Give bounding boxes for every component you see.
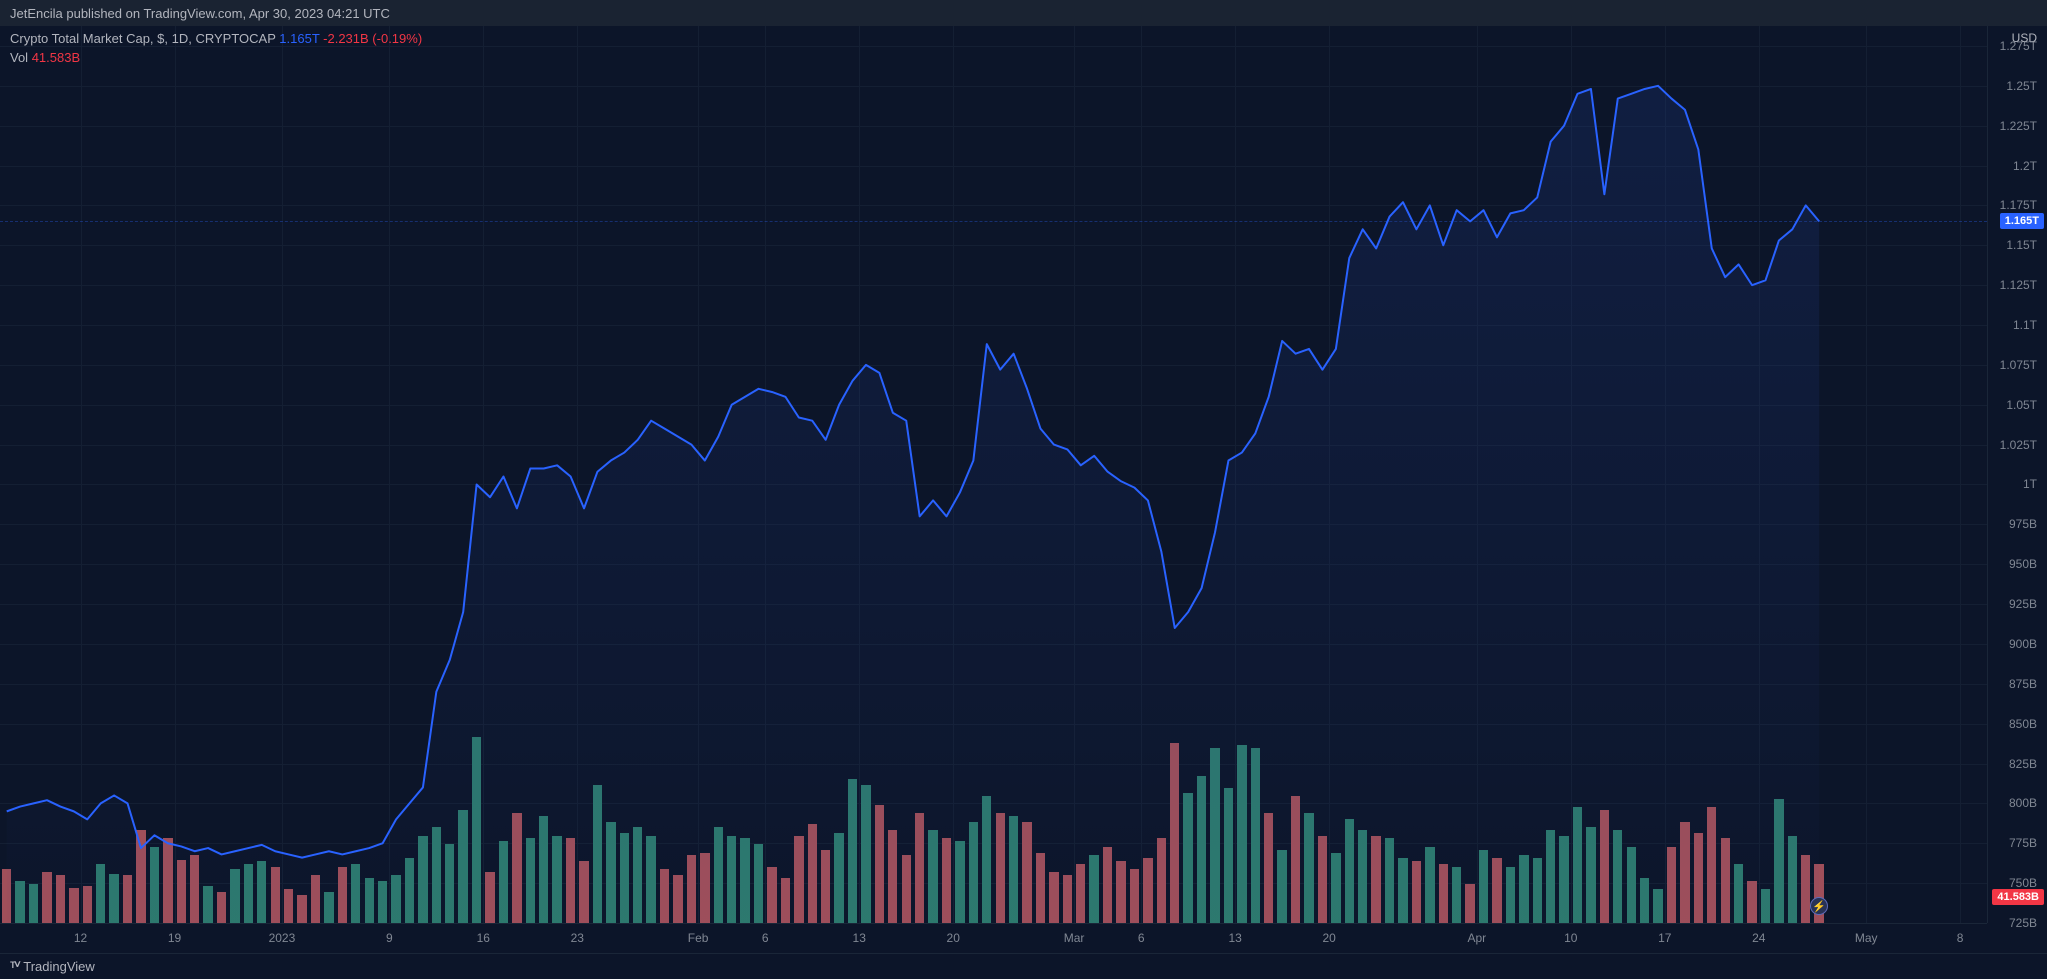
- x-tick-label: 6: [1138, 931, 1145, 945]
- y-tick-label: 1.175T: [2000, 198, 2037, 212]
- y-tick-label: 975B: [2009, 517, 2037, 531]
- y-tick-label: 1.125T: [2000, 278, 2037, 292]
- x-tick-label: 16: [477, 931, 490, 945]
- price-axis[interactable]: USD 1.275T1.25T1.225T1.2T1.175T1.15T1.12…: [1987, 26, 2047, 923]
- plot-area[interactable]: ⚡: [0, 26, 1987, 923]
- volume-legend[interactable]: Vol 41.583B: [10, 50, 80, 65]
- x-tick-label: 10: [1564, 931, 1577, 945]
- x-tick-label: 24: [1752, 931, 1765, 945]
- x-tick-label: May: [1855, 931, 1878, 945]
- y-tick-label: 875B: [2009, 677, 2037, 691]
- x-tick-label: 20: [1322, 931, 1335, 945]
- time-axis[interactable]: 12 19 2023 9 16 23 Feb 6 13 20 Mar 6 13 20 Apr 10 17 24 Ma…: [0, 923, 1987, 953]
- y-tick-label: 800B: [2009, 796, 2037, 810]
- symbol-name: Crypto Total Market Cap, $, 1D, CRYPTOCA…: [10, 31, 276, 46]
- x-tick-label: 6: [762, 931, 769, 945]
- y-tick-label: 1.225T: [2000, 119, 2037, 133]
- y-tick-label: 1.1T: [2013, 318, 2037, 332]
- y-tick-label: 1.2T: [2013, 159, 2037, 173]
- chart-region: Crypto Total Market Cap, $, 1D, CRYPTOCA…: [0, 26, 2047, 953]
- x-tick-label: 2023: [269, 931, 296, 945]
- y-tick-label: 850B: [2009, 717, 2037, 731]
- x-tick-label: 20: [947, 931, 960, 945]
- x-tick-label: 23: [571, 931, 584, 945]
- x-tick-label: 8: [1957, 931, 1964, 945]
- y-tick-label: 825B: [2009, 757, 2037, 771]
- y-tick-label: 900B: [2009, 637, 2037, 651]
- y-tick-label: 1.025T: [2000, 438, 2037, 452]
- publish-text: JetEncila published on TradingView.com, …: [10, 6, 390, 21]
- volume-text: Vol: [10, 50, 28, 65]
- x-tick-label: 13: [853, 931, 866, 945]
- x-tick-label: Apr: [1467, 931, 1486, 945]
- publish-header: JetEncila published on TradingView.com, …: [0, 0, 2047, 26]
- y-tick-label: 950B: [2009, 557, 2037, 571]
- x-tick-label: 19: [168, 931, 181, 945]
- y-tick-label: 1.15T: [2006, 238, 2037, 252]
- x-tick-label: 13: [1228, 931, 1241, 945]
- volume-value: 41.583B: [32, 50, 80, 65]
- y-tick-label: 1.275T: [2000, 39, 2037, 53]
- tradingview-logo-text[interactable]: TradingView: [23, 959, 95, 974]
- x-tick-label: 17: [1658, 931, 1671, 945]
- x-tick-label: Mar: [1064, 931, 1085, 945]
- footer: ᵀⱽ TradingView: [0, 953, 2047, 979]
- price-line-svg: [0, 26, 1987, 923]
- x-tick-label: 12: [74, 931, 87, 945]
- x-tick-label: 9: [386, 931, 393, 945]
- y-tick-label: 1T: [2023, 477, 2037, 491]
- replay-icon[interactable]: ⚡: [1810, 897, 1828, 915]
- volume-badge: 41.583B: [1992, 889, 2044, 905]
- y-tick-label: 775B: [2009, 836, 2037, 850]
- y-tick-label: 925B: [2009, 597, 2037, 611]
- symbol-value: 1.165T: [279, 31, 319, 46]
- y-tick-label: 1.075T: [2000, 358, 2037, 372]
- area-fill: [7, 86, 1819, 923]
- x-tick-label: Feb: [688, 931, 709, 945]
- symbol-change: -2.231B (-0.19%): [323, 31, 422, 46]
- last-price-badge: 1.165T: [2000, 213, 2044, 229]
- symbol-legend[interactable]: Crypto Total Market Cap, $, 1D, CRYPTOCA…: [10, 31, 422, 46]
- y-tick-label: 1.25T: [2006, 79, 2037, 93]
- y-tick-label: 1.05T: [2006, 398, 2037, 412]
- tradingview-logo-icon[interactable]: ᵀⱽ: [10, 959, 19, 975]
- y-tick-label: 725B: [2009, 916, 2037, 930]
